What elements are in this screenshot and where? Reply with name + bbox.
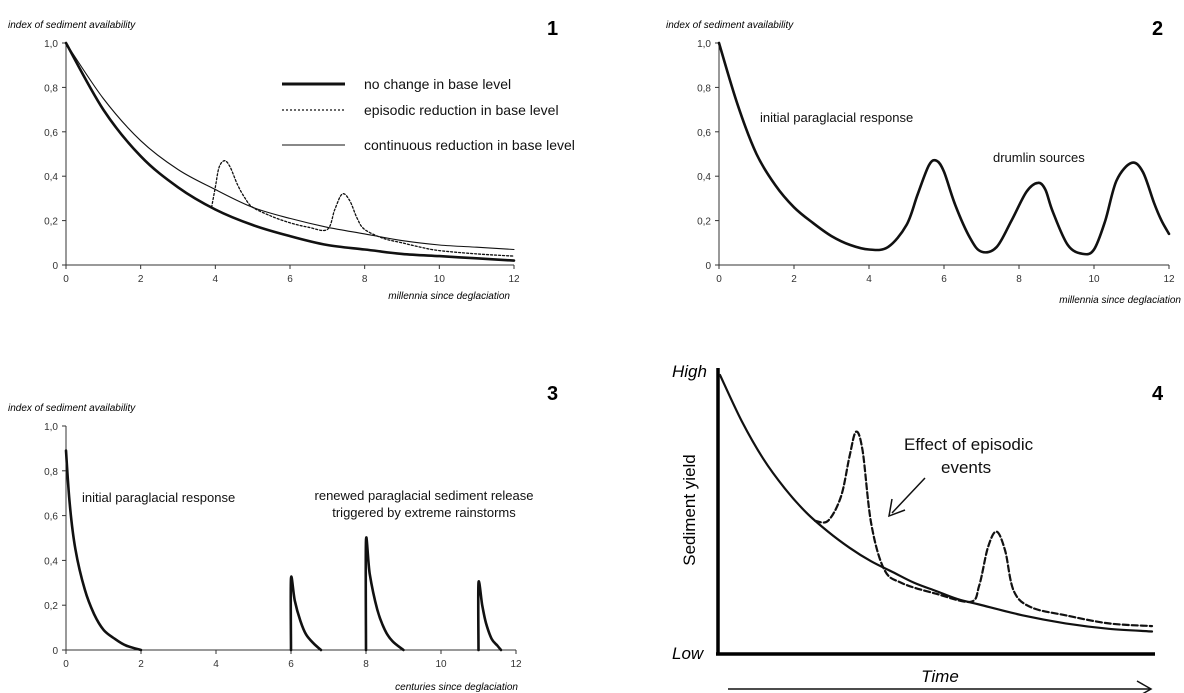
panel-3-x-tick-label: 0 [63, 659, 69, 670]
panel-1-series [64, 41, 516, 262]
panel-2-x-tick-label: 4 [866, 274, 872, 285]
panel-3-y-tick-label: 1,0 [44, 422, 58, 433]
panel-3-y-tick-label: 0,2 [44, 601, 58, 612]
panel-3-series-4-line [476, 580, 503, 652]
panel-3-x-tick-label: 8 [363, 659, 369, 670]
panel-1-x-tick-label: 12 [508, 274, 520, 285]
panel-1-x-tick-label: 10 [434, 274, 446, 285]
panel-3-series-3-line [364, 536, 405, 652]
panel-3-annotation-renewed-1: renewed paraglacial sediment release [315, 488, 534, 503]
panel-4-y-high-label: High [672, 362, 707, 381]
panel-1-ylabel: index of sediment availability [8, 20, 136, 31]
panel-2-x-tick-label: 2 [791, 274, 797, 285]
panel-4-annotation-arrow [888, 477, 926, 518]
panel-1-y-tick-label: 0,8 [44, 83, 58, 94]
panel-2-x-tick-label: 12 [1163, 274, 1175, 285]
panel-2-y-tick-label: 1,0 [697, 39, 711, 50]
panel-2-x-tick-label: 8 [1016, 274, 1022, 285]
panel-4-series-1-line [718, 373, 1154, 633]
panel-1-y-tick-label: 0,6 [44, 128, 58, 139]
panel-3-xlabel: centuries since deglaciation [395, 682, 518, 693]
panel-1-axes: 0 2 4 6 8 10 12 0 0,2 0,4 0,6 0,8 1,0 [44, 39, 520, 285]
panel-1-series-1-line [64, 41, 516, 262]
panel-4-series [718, 373, 1154, 633]
panel-1-legend: no change in base level episodic reducti… [282, 76, 575, 153]
panel-4-number: 4 [1152, 383, 1164, 405]
panel-1-y-tick-label: 0 [52, 261, 58, 272]
panel-3-number: 3 [547, 383, 558, 405]
panel-3-annotation-renewed-2: triggered by extreme rainstorms [332, 505, 516, 520]
panel-3: 3 index of sediment availability centuri… [8, 383, 558, 693]
legend-label-continuous: continuous reduction in base level [364, 137, 575, 153]
panel-1-x-tick-label: 6 [287, 274, 293, 285]
panel-1-series-2-line [210, 160, 515, 257]
panel-1-x-tick-label: 0 [63, 274, 69, 285]
panel-2-number: 2 [1152, 18, 1163, 40]
panel-2-y-tick-label: 0,8 [697, 83, 711, 94]
panel-3-series [64, 449, 503, 652]
panel-2-ylabel: index of sediment availability [666, 20, 794, 31]
panel-1: 1 index of sediment availability millenn… [8, 18, 575, 302]
panel-3-series-1-line [64, 449, 143, 652]
panel-2-y-tick-label: 0,2 [697, 217, 711, 228]
panel-1-x-tick-label: 2 [138, 274, 144, 285]
panel-2-axes: 0 2 4 6 8 10 12 0 0,2 0,4 0,6 0,8 1,0 [697, 39, 1175, 285]
panel-1-y-tick-label: 0,4 [44, 172, 58, 183]
panel-2-y-tick-label: 0,6 [697, 128, 711, 139]
panel-2-x-tick-label: 10 [1088, 274, 1100, 285]
panel-1-xlabel: millennia since deglaciation [388, 291, 510, 302]
panel-3-y-tick-label: 0,6 [44, 512, 58, 523]
panel-2-annotation-initial: initial paraglacial response [760, 110, 913, 125]
panel-3-series-2-line [289, 575, 323, 652]
panel-4-annotation-line1: Effect of episodic [904, 435, 1034, 454]
panel-3-x-tick-label: 10 [435, 659, 447, 670]
panel-3-ylabel: index of sediment availability [8, 403, 136, 414]
legend-label-no-change: no change in base level [364, 76, 511, 92]
panel-1-series-3-line [65, 42, 515, 251]
panel-3-y-tick-label: 0,4 [44, 556, 58, 567]
panel-2-x-tick-label: 6 [941, 274, 947, 285]
panel-2-xlabel: millennia since deglaciation [1059, 295, 1181, 306]
panel-4: 4 High Low Sediment yield Effect of epis… [672, 362, 1164, 693]
panel-1-y-tick-label: 0,2 [44, 217, 58, 228]
panel-3-x-tick-label: 2 [138, 659, 144, 670]
panel-3-y-tick-label: 0 [52, 646, 58, 657]
panel-2-x-tick-label: 0 [716, 274, 722, 285]
panel-3-x-tick-label: 6 [288, 659, 294, 670]
panel-4-annotation-line2: events [941, 458, 991, 477]
panel-4-series-2-line [813, 430, 1154, 628]
panel-4-xlabel: Time [921, 667, 959, 686]
panel-1-x-tick-label: 8 [362, 274, 368, 285]
panel-3-x-tick-label: 12 [510, 659, 522, 670]
panel-4-ylabel: Sediment yield [680, 454, 699, 566]
panel-2: 2 index of sediment availability millenn… [666, 18, 1181, 306]
panel-2-annotation-drumlin: drumlin sources [993, 150, 1085, 165]
panel-2-y-tick-label: 0 [705, 261, 711, 272]
panel-1-y-tick-label: 1,0 [44, 39, 58, 50]
panel-1-x-tick-label: 4 [213, 274, 219, 285]
panel-2-series [717, 41, 1171, 256]
panel-4-y-low-label: Low [672, 644, 705, 663]
panel-2-y-tick-label: 0,4 [697, 172, 711, 183]
panel-4-time-arrow [728, 680, 1153, 693]
legend-label-episodic: episodic reduction in base level [364, 102, 559, 118]
panel-3-annotation-initial: initial paraglacial response [82, 490, 235, 505]
panel-1-number: 1 [547, 18, 558, 40]
panel-2-series-1-line [717, 41, 1171, 256]
panel-3-y-tick-label: 0,8 [44, 467, 58, 478]
panel-3-x-tick-label: 4 [213, 659, 219, 670]
panel-3-axes: 0 2 4 6 8 10 12 0 0,2 0,4 0,6 0,8 1,0 [44, 422, 522, 670]
